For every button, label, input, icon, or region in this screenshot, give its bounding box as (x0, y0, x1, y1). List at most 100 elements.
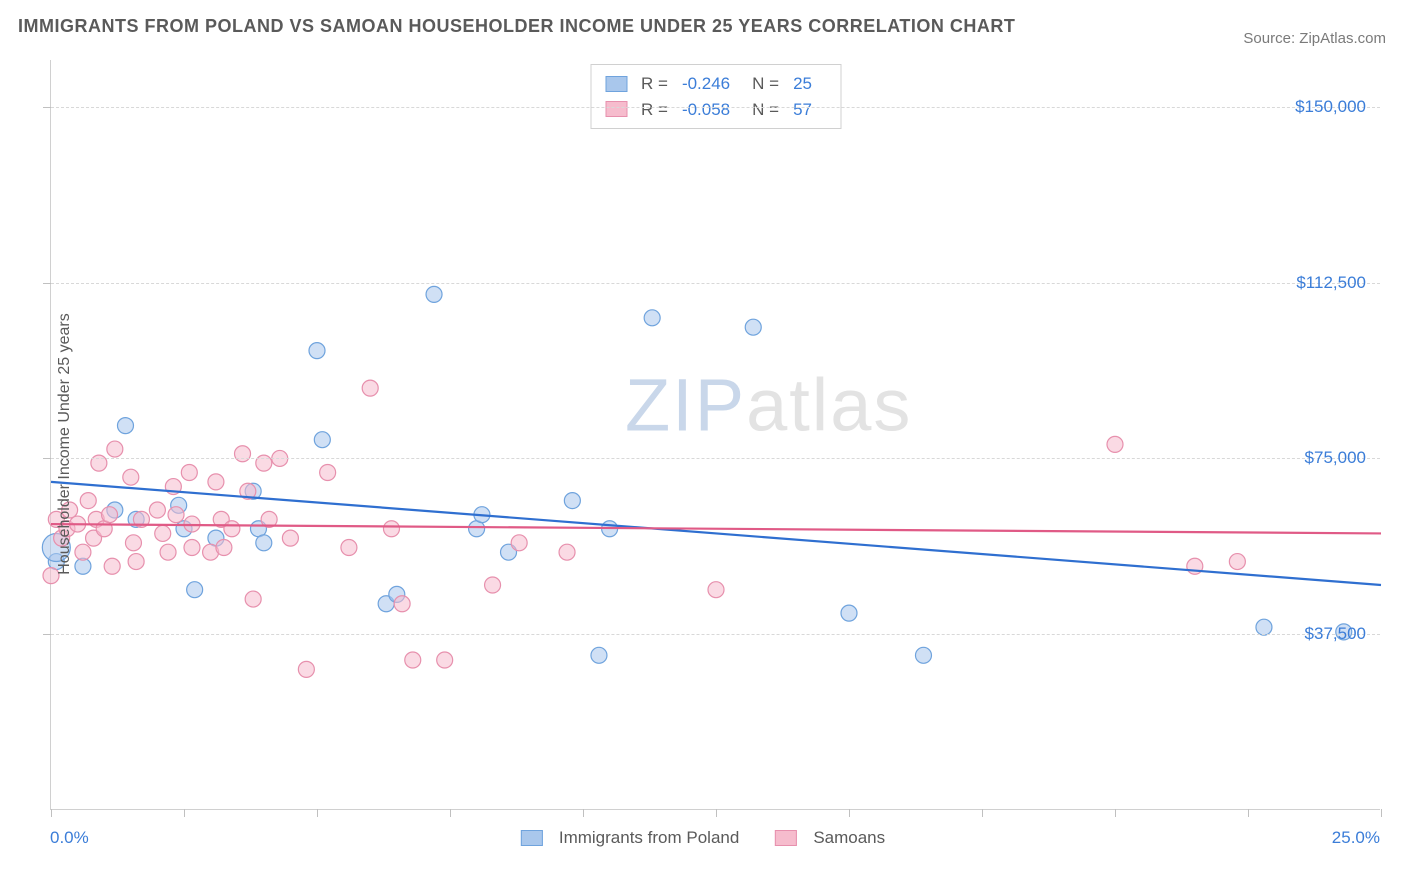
data-point-samoans (559, 544, 575, 560)
stat-R-value-poland: -0.246 (682, 71, 730, 97)
y-tick (43, 107, 51, 108)
data-point-samoans (123, 469, 139, 485)
x-tick (51, 809, 52, 817)
legend-swatch-samoans (605, 101, 627, 117)
legend-label-poland: Immigrants from Poland (559, 828, 739, 848)
y-tick-label: $75,000 (1305, 448, 1366, 468)
stat-R-label: R = (641, 97, 668, 123)
x-axis-max-label: 25.0% (1332, 828, 1380, 848)
data-point-poland (591, 647, 607, 663)
data-point-samoans (107, 441, 123, 457)
data-point-poland (426, 286, 442, 302)
stat-R-label: R = (641, 71, 668, 97)
data-point-poland (256, 535, 272, 551)
stat-N-label: N = (752, 97, 779, 123)
data-point-samoans (104, 558, 120, 574)
data-point-samoans (224, 521, 240, 537)
legend-item-poland: Immigrants from Poland (521, 828, 739, 848)
data-point-poland (915, 647, 931, 663)
scatter-svg (51, 60, 1380, 809)
source-label: Source: (1243, 30, 1295, 47)
y-tick-label: $150,000 (1295, 97, 1366, 117)
data-point-samoans (341, 540, 357, 556)
data-point-samoans (128, 554, 144, 570)
data-point-samoans (181, 465, 197, 481)
x-tick (184, 809, 185, 817)
data-point-samoans (125, 535, 141, 551)
data-point-samoans (1107, 436, 1123, 452)
data-point-samoans (80, 493, 96, 509)
legend-swatch-poland (521, 830, 543, 846)
data-point-samoans (216, 540, 232, 556)
data-point-poland (1256, 619, 1272, 635)
y-tick (43, 458, 51, 459)
x-tick (1381, 809, 1382, 817)
chart-title: IMMIGRANTS FROM POLAND VS SAMOAN HOUSEHO… (18, 16, 1015, 37)
x-tick (317, 809, 318, 817)
legend-series: Immigrants from Poland Samoans (521, 824, 885, 852)
gridline-h (51, 107, 1380, 108)
data-point-samoans (184, 540, 200, 556)
source-attribution: Source: ZipAtlas.com (1243, 30, 1386, 47)
correlation-chart: IMMIGRANTS FROM POLAND VS SAMOAN HOUSEHO… (0, 0, 1406, 892)
data-point-samoans (208, 474, 224, 490)
data-point-poland (841, 605, 857, 621)
x-axis-min-label: 0.0% (50, 828, 89, 848)
data-point-samoans (168, 507, 184, 523)
x-tick (982, 809, 983, 817)
data-point-poland (309, 343, 325, 359)
gridline-h (51, 634, 1380, 635)
data-point-samoans (405, 652, 421, 668)
data-point-samoans (383, 521, 399, 537)
stat-N-value-poland: 25 (793, 71, 812, 97)
source-link[interactable]: ZipAtlas.com (1299, 30, 1386, 47)
x-tick (450, 809, 451, 817)
x-tick (1248, 809, 1249, 817)
data-point-samoans (149, 502, 165, 518)
trendline-poland (51, 482, 1381, 585)
data-point-samoans (298, 661, 314, 677)
legend-stats-row-poland: R = -0.246 N = 25 (605, 71, 826, 97)
legend-swatch-poland (605, 76, 627, 92)
gridline-h (51, 458, 1380, 459)
data-point-samoans (1229, 554, 1245, 570)
data-point-samoans (75, 544, 91, 560)
data-point-samoans (394, 596, 410, 612)
data-point-samoans (282, 530, 298, 546)
legend-stats-box: R = -0.246 N = 25 R = -0.058 N = 57 (590, 64, 841, 129)
x-tick (1115, 809, 1116, 817)
data-point-samoans (485, 577, 501, 593)
gridline-h (51, 283, 1380, 284)
y-tick-label: $112,500 (1296, 273, 1366, 293)
x-tick (716, 809, 717, 817)
data-point-samoans (708, 582, 724, 598)
data-point-samoans (320, 465, 336, 481)
data-point-poland (314, 432, 330, 448)
legend-item-samoans: Samoans (775, 828, 885, 848)
x-tick (583, 809, 584, 817)
y-tick (43, 634, 51, 635)
stat-N-label: N = (752, 71, 779, 97)
data-point-poland (644, 310, 660, 326)
data-point-poland (117, 418, 133, 434)
data-point-poland (745, 319, 761, 335)
stat-R-value-samoans: -0.058 (682, 97, 730, 123)
stat-N-value-samoans: 57 (793, 97, 812, 123)
data-point-poland (564, 493, 580, 509)
data-point-poland (187, 582, 203, 598)
data-point-samoans (245, 591, 261, 607)
x-tick (849, 809, 850, 817)
data-point-samoans (155, 525, 171, 541)
legend-swatch-samoans (775, 830, 797, 846)
y-axis-label: Householder Income Under 25 years (56, 313, 74, 574)
data-point-samoans (511, 535, 527, 551)
data-point-samoans (437, 652, 453, 668)
y-tick-label: $37,500 (1305, 624, 1366, 644)
legend-label-samoans: Samoans (813, 828, 885, 848)
y-tick (43, 283, 51, 284)
data-point-samoans (160, 544, 176, 560)
data-point-samoans (102, 507, 118, 523)
plot-area: ZIPatlas R =-0.246N =25R =-0.058N =57 Ho… (50, 60, 1380, 810)
legend-stats-row-samoans: R = -0.058 N = 57 (605, 97, 826, 123)
data-point-samoans (362, 380, 378, 396)
